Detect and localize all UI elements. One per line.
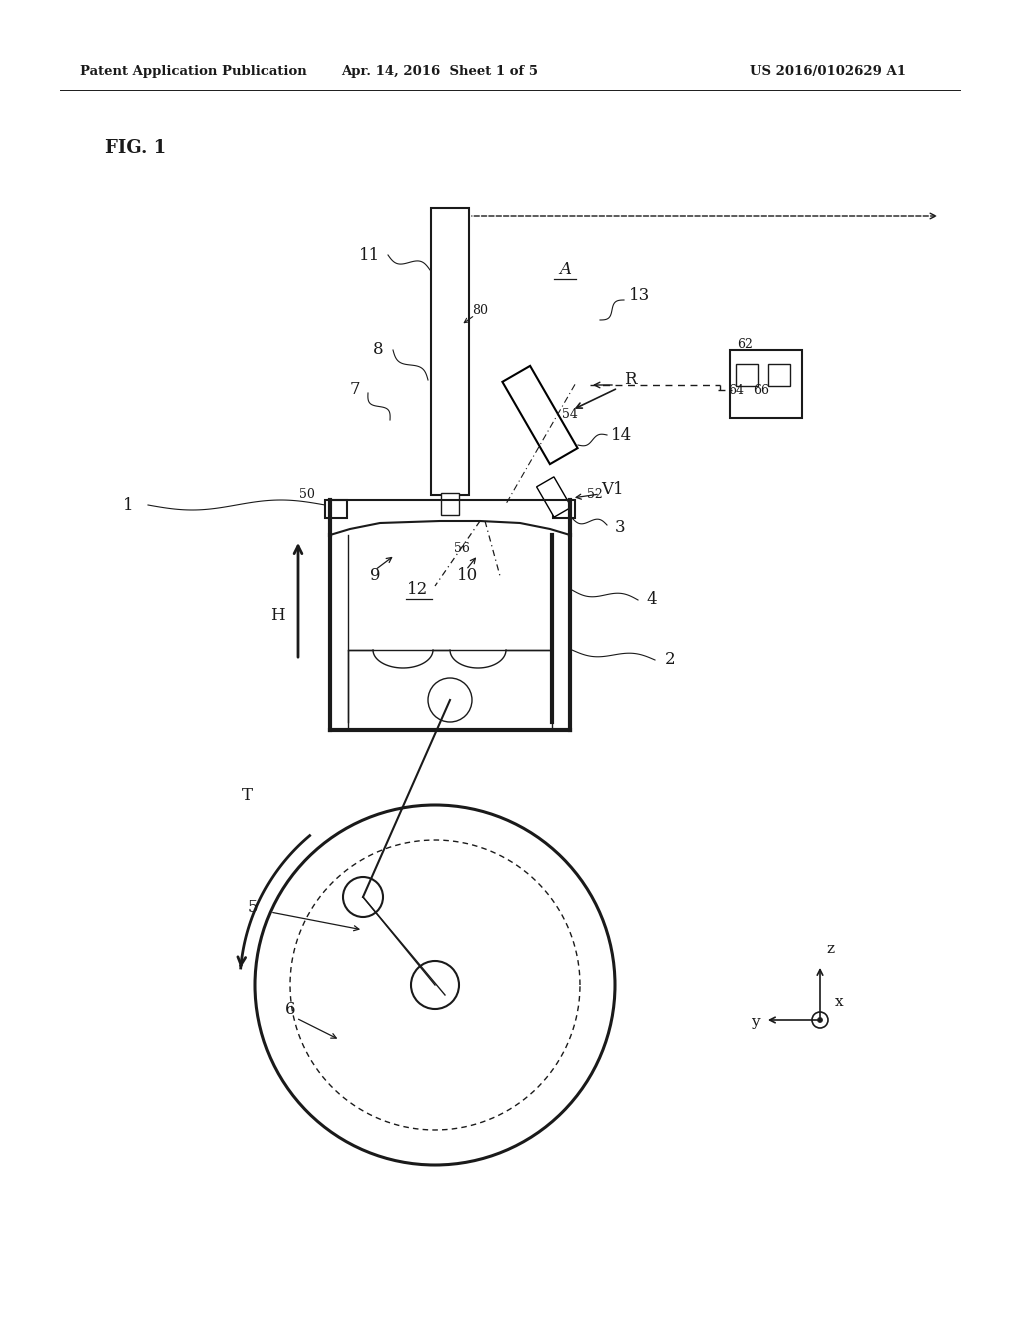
Circle shape [343,876,383,917]
Text: 64: 64 [728,384,744,396]
Bar [348,649,552,730]
Text: 62: 62 [737,338,753,351]
Text: 8: 8 [373,342,383,359]
Text: 11: 11 [359,247,381,264]
Bar [730,350,802,418]
Text: 10: 10 [458,566,478,583]
Bar [325,500,347,517]
Circle shape [812,1012,828,1028]
Text: 56: 56 [454,541,470,554]
Text: 4: 4 [647,591,657,609]
Text: 9: 9 [370,566,380,583]
Text: 1: 1 [123,496,133,513]
Circle shape [411,961,459,1008]
Text: 12: 12 [408,582,429,598]
Text: 5: 5 [248,899,258,916]
Text: R: R [624,371,636,388]
Text: Apr. 14, 2016  Sheet 1 of 5: Apr. 14, 2016 Sheet 1 of 5 [341,66,539,78]
Text: V1: V1 [601,482,624,499]
Text: Patent Application Publication: Patent Application Publication [80,66,307,78]
Bar [431,209,469,495]
Text: 6: 6 [285,1002,295,1019]
Text: 14: 14 [611,426,633,444]
Text: 50: 50 [299,488,315,502]
Text: FIG. 1: FIG. 1 [105,139,166,157]
Text: 2: 2 [665,652,675,668]
Text: 52: 52 [587,488,603,502]
Bar [553,500,575,517]
Text: 54: 54 [562,408,578,421]
Text: y: y [751,1015,760,1030]
Text: z: z [826,942,834,956]
Circle shape [817,1018,822,1023]
Circle shape [255,805,615,1166]
Text: H: H [269,606,285,623]
Text: A: A [559,261,571,279]
Text: x: x [835,995,844,1008]
Text: T: T [242,787,253,804]
Text: 3: 3 [614,520,626,536]
Bar [441,492,459,515]
Bar [768,364,790,385]
Text: 80: 80 [472,304,488,317]
Text: 7: 7 [349,381,360,399]
Text: 13: 13 [630,286,650,304]
Text: 66: 66 [753,384,769,396]
Bar [736,364,758,385]
Circle shape [428,678,472,722]
Text: US 2016/0102629 A1: US 2016/0102629 A1 [750,66,906,78]
Polygon shape [503,366,578,465]
Polygon shape [537,477,571,517]
